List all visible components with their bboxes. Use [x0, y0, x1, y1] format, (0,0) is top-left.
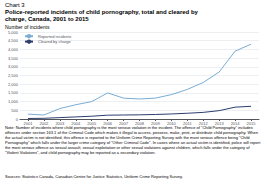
svg-text:charge, Canada, 2001 to 2015: charge, Canada, 2001 to 2015: [5, 16, 89, 22]
svg-text:2005: 2005: [87, 121, 97, 126]
svg-text:5,000: 5,000: [8, 30, 19, 35]
svg-text:2012: 2012: [199, 121, 209, 126]
svg-text:2011: 2011: [183, 121, 192, 126]
svg-text:"Violent Violations", and chil: "Violent Violations", and child pornogra…: [5, 150, 156, 155]
svg-text:2009: 2009: [151, 121, 161, 126]
svg-text:Chart 3: Chart 3: [5, 2, 25, 8]
svg-text:offences under section 163.1 o: offences under section 163.1 of the Crim…: [5, 130, 259, 135]
svg-text:Note: Number of incidents wher: Note: Number of incidents where child po…: [5, 125, 254, 130]
svg-text:2004: 2004: [71, 121, 81, 126]
svg-text:2014: 2014: [231, 121, 241, 126]
svg-text:the most serious offence as se: the most serious offence as sexual assau…: [5, 145, 251, 150]
svg-text:2002: 2002: [39, 121, 49, 126]
svg-text:1,500: 1,500: [8, 90, 19, 95]
svg-text:2015: 2015: [247, 121, 257, 126]
svg-text:Sources: Statistics Canada, Ca: Sources: Statistics Canada, Canadian Cen…: [5, 174, 183, 179]
svg-text:4,500: 4,500: [8, 38, 19, 43]
svg-text:2001: 2001: [24, 121, 34, 126]
svg-text:3,500: 3,500: [8, 56, 19, 61]
svg-text:Police-reported incidents of c: Police-reported incidents of child porno…: [5, 9, 199, 15]
svg-text:Pornography" which falls under: Pornography" which falls under the large…: [5, 140, 262, 145]
svg-text:1,000: 1,000: [8, 99, 19, 104]
svg-text:2,000: 2,000: [8, 82, 19, 87]
svg-text:2006: 2006: [103, 121, 113, 126]
svg-text:0: 0: [16, 117, 19, 122]
svg-text:2013: 2013: [215, 121, 225, 126]
svg-text:Number of incidents: Number of incidents: [5, 23, 50, 30]
svg-text:Reported incidents: Reported incidents: [38, 34, 71, 39]
svg-text:2010: 2010: [167, 121, 177, 126]
svg-text:2007: 2007: [119, 121, 129, 126]
svg-text:3,000: 3,000: [8, 64, 19, 69]
svg-text:2003: 2003: [55, 121, 65, 126]
svg-text:2008: 2008: [135, 121, 145, 126]
svg-text:Cleared by charge: Cleared by charge: [38, 39, 71, 44]
svg-text:4,000: 4,000: [8, 47, 19, 52]
svg-text:the actual victim is not ident: the actual victim is not identified, thi…: [5, 135, 251, 140]
svg-text:500: 500: [11, 108, 18, 113]
svg-text:2,500: 2,500: [8, 73, 19, 78]
